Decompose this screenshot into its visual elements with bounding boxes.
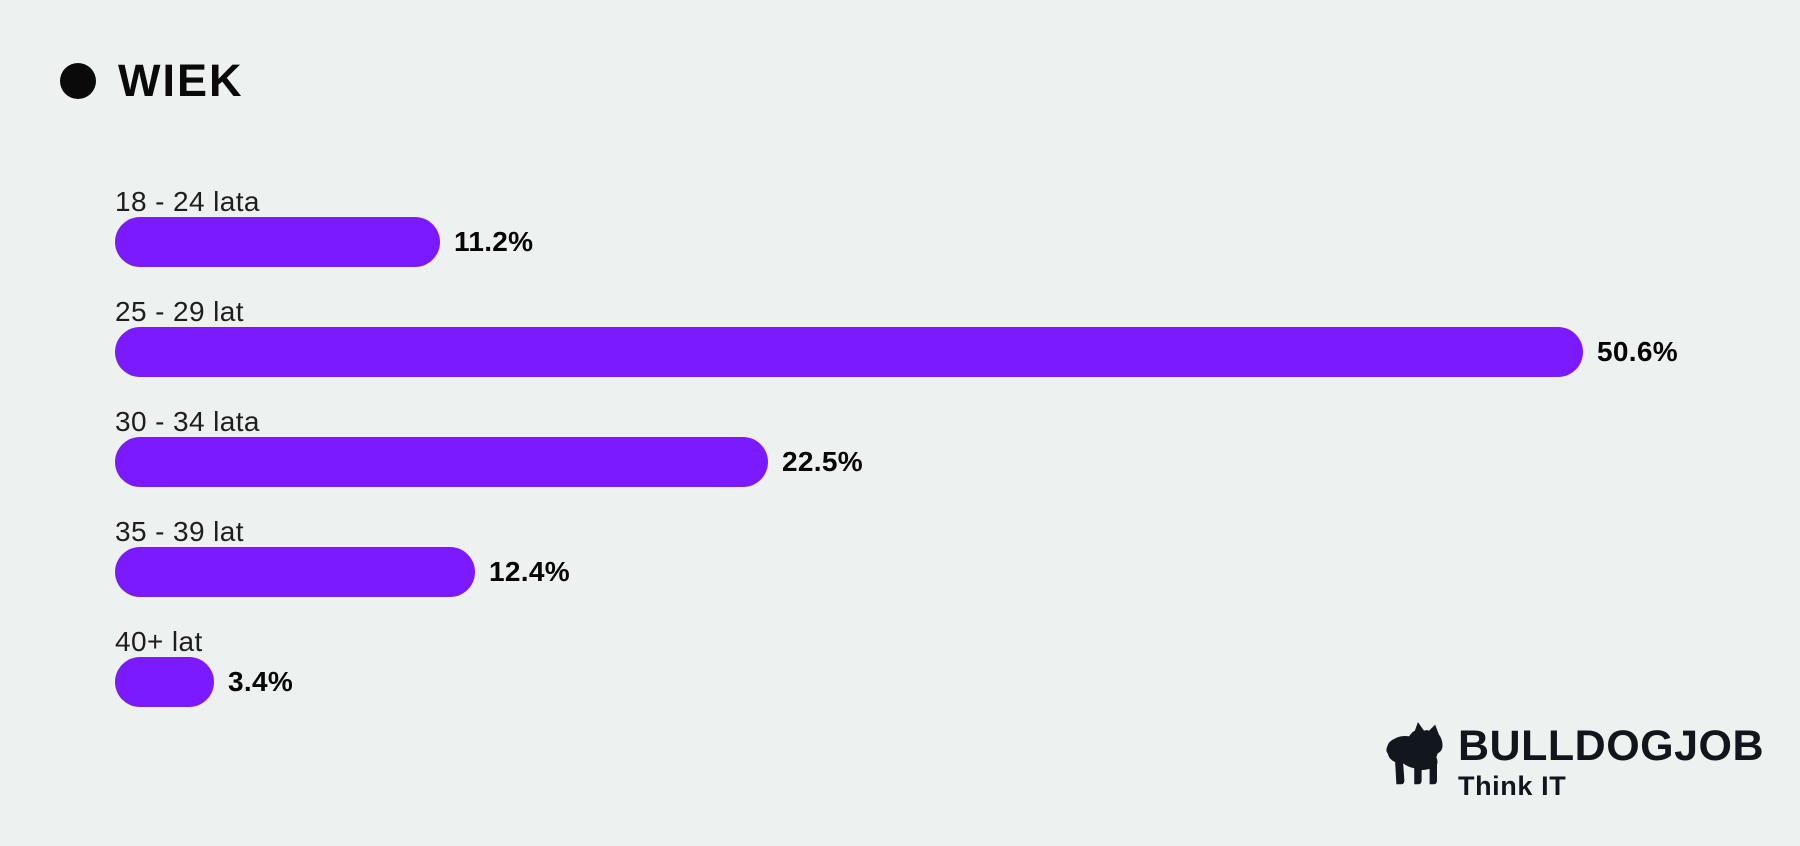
brand-tagline: Think IT (1458, 771, 1567, 801)
bar-line: 50.6% (115, 327, 1678, 377)
logo-text: BULLDOGJOB Think IT (1458, 714, 1764, 800)
bar-line: 11.2% (115, 217, 1678, 267)
category-label: 30 - 34 lata (115, 406, 260, 437)
bar (115, 657, 214, 707)
category-label: 25 - 29 lat (115, 296, 244, 327)
bar (115, 547, 475, 597)
value-label: 11.2% (454, 226, 534, 257)
bar (115, 327, 1583, 377)
bar-line: 22.5% (115, 437, 1678, 487)
bar-row: 25 - 29 lat 50.6% (115, 296, 1678, 377)
value-label: 3.4% (228, 666, 294, 697)
brand-logo: BULLDOGJOB Think IT (1381, 714, 1764, 800)
bar-line: 12.4% (115, 547, 1678, 597)
chart-header: WIEK (60, 58, 244, 103)
bar-row: 35 - 39 lat 12.4% (115, 516, 1678, 597)
bar-line: 3.4% (115, 657, 1678, 707)
bullet-dot-icon (60, 62, 96, 99)
brand-name: BULLDOGJOB (1458, 722, 1764, 770)
category-label: 40+ lat (115, 626, 203, 657)
bar-row: 18 - 24 lata 11.2% (115, 186, 1678, 267)
value-label: 12.4% (489, 556, 570, 587)
bar-row: 30 - 34 lata 22.5% (115, 406, 1678, 487)
value-label: 50.6% (1597, 336, 1678, 367)
bar (115, 217, 440, 267)
bar (115, 437, 768, 487)
category-label: 18 - 24 lata (115, 186, 260, 217)
category-label: 35 - 39 lat (115, 516, 244, 547)
bar-chart: 18 - 24 lata 11.2% 25 - 29 lat 50.6% 30 … (115, 186, 1678, 736)
bar-row: 40+ lat 3.4% (115, 626, 1678, 707)
bulldog-icon (1381, 714, 1445, 793)
chart-title: WIEK (118, 55, 244, 106)
value-label: 22.5% (782, 446, 863, 477)
